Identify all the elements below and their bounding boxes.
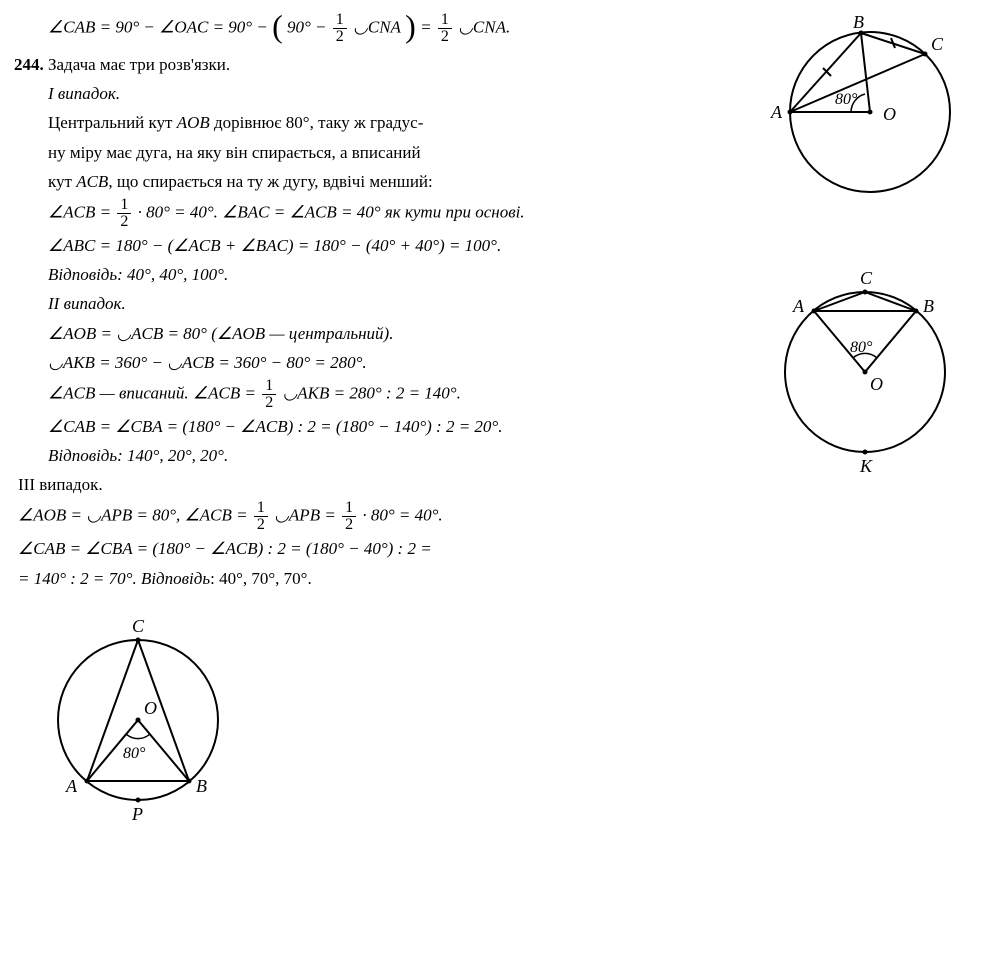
svg-text:80°: 80°: [123, 745, 146, 762]
svg-text:80°: 80°: [835, 91, 858, 108]
figure-case2: O A B C K 80°: [765, 262, 965, 490]
svg-text:O: O: [883, 104, 896, 124]
case1-eq2: ∠ABC = 180° − (∠ACB + ∠BAC) = 180° − (40…: [48, 232, 768, 259]
case1-p3: кут ACB, що спирається на ту ж дугу, вдв…: [48, 168, 768, 195]
svg-text:B: B: [196, 776, 207, 796]
svg-text:K: K: [859, 456, 873, 476]
case1-title: I випадок.: [48, 80, 768, 107]
fragment-inside-right: ◡CNA: [353, 17, 401, 36]
fragment-eq: =: [420, 17, 431, 36]
fragment-left: ∠CAB = 90° − ∠OAC = 90° −: [48, 17, 268, 36]
svg-text:80°: 80°: [850, 339, 873, 356]
case2-eq1: ∠AOB = ◡ACB = 80° (∠AOB — центральний).: [48, 320, 768, 347]
case1-eq1: ∠ACB = 1 2 · 80° = 40°. ∠BAC = ∠ACB = 40…: [48, 197, 768, 230]
fragment-right: ◡CNA.: [458, 17, 510, 36]
fragment-inside-left: 90° −: [287, 17, 327, 36]
svg-text:O: O: [870, 374, 883, 394]
case2-answer: Відповідь: 140°, 20°, 20°.: [48, 442, 768, 469]
case3-title: III випадок.: [18, 471, 768, 498]
figure-case1: O A B C 80°: [765, 12, 965, 210]
svg-text:B: B: [923, 296, 934, 316]
case2-eq4: ∠CAB = ∠CBA = (180° − ∠ACB) : 2 = (180° …: [48, 413, 768, 440]
open-paren: (: [272, 8, 283, 44]
fragment-frac: 1 2: [333, 12, 347, 45]
case1-p2: ну міру має дуга, на яку він спирається,…: [48, 139, 768, 166]
svg-text:P: P: [131, 804, 143, 824]
problem-number: 244.: [14, 51, 44, 78]
svg-text:B: B: [853, 12, 864, 32]
case1-p1: Центральний кут AOB дорівнює 80°, таку ж…: [48, 109, 768, 136]
svg-text:O: O: [144, 698, 157, 718]
case1-answer: Відповідь: 40°, 40°, 100°.: [48, 261, 768, 288]
svg-text:A: A: [65, 776, 78, 796]
fragment-frac2: 1 2: [438, 12, 452, 45]
close-paren: ): [405, 8, 416, 44]
case2-title: II випадок.: [48, 290, 768, 317]
svg-text:A: A: [770, 102, 783, 122]
svg-text:C: C: [860, 268, 873, 288]
svg-text:C: C: [132, 616, 145, 636]
problem-body: Задача має три розв'язки. I випадок. Цен…: [48, 51, 768, 592]
case3-eq1: ∠AOB = ◡APB = 80°, ∠ACB = 1 2 ◡APB = 1 2…: [18, 500, 768, 533]
case3-eq2: ∠CAB = ∠CBA = (180° − ∠ACB) : 2 = (180° …: [18, 535, 768, 562]
svg-text:C: C: [931, 34, 944, 54]
case2-eq3: ∠ACB — вписаний. ∠ACB = 1 2 ◡AKB = 280° …: [48, 378, 768, 411]
figure-case3: O C A B P 80°: [28, 600, 975, 838]
intro-line: Задача має три розв'язки.: [48, 51, 768, 78]
case3-eq3: = 140° : 2 = 70°. Відповідь: 40°, 70°, 7…: [18, 565, 768, 592]
case2-eq2: ◡AKB = 360° − ◡ACB = 360° − 80° = 280°.: [48, 349, 768, 376]
svg-text:A: A: [792, 296, 805, 316]
